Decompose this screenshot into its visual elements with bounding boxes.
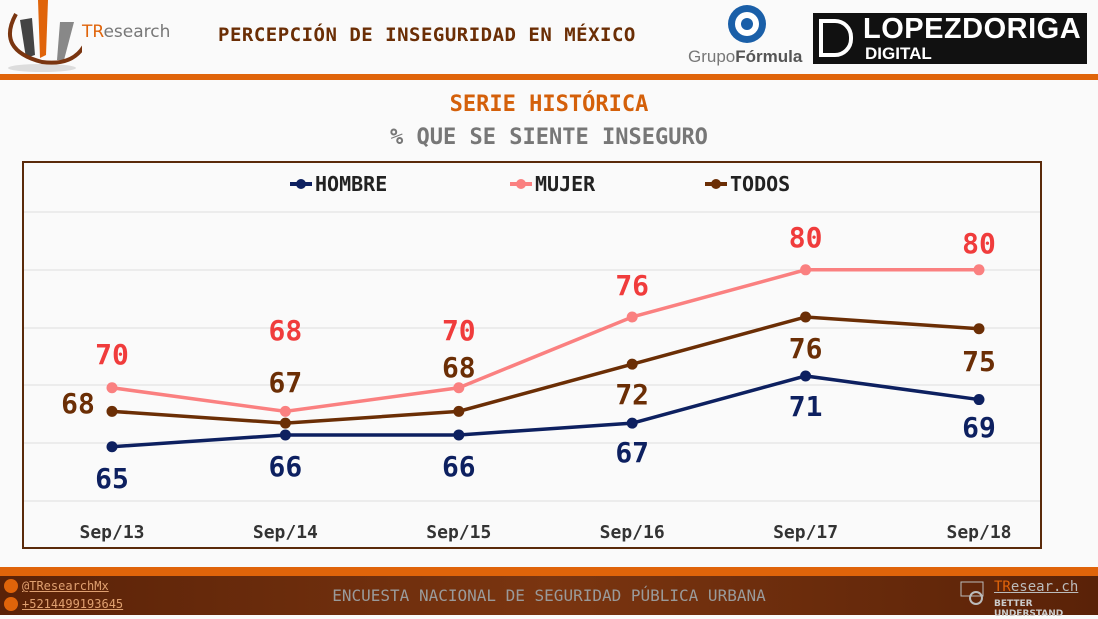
- series-line-hombre: [111, 374, 980, 449]
- data-point: [973, 323, 985, 335]
- data-point: [106, 405, 118, 417]
- partner2-line2: DIGITAL: [865, 44, 932, 63]
- data-point: [800, 311, 812, 323]
- data-point: [279, 417, 291, 429]
- x-tick-label: Sep/16: [600, 522, 665, 543]
- x-tick-label: Sep/17: [773, 522, 838, 543]
- data-point: [106, 441, 118, 453]
- data-point: [800, 370, 812, 382]
- data-point: [800, 264, 812, 276]
- partner1-b: Fórmula: [735, 47, 803, 66]
- data-label: 80: [789, 221, 823, 254]
- header-divider: [0, 74, 1098, 80]
- footer-divider: [0, 567, 1098, 576]
- twitter-link[interactable]: @TResearchMx: [22, 579, 109, 593]
- x-tick-label: Sep/14: [253, 522, 318, 543]
- data-label: 70: [95, 338, 129, 371]
- data-point: [453, 405, 465, 417]
- x-tick-label: Sep/18: [946, 522, 1011, 543]
- site-suffix: esear.ch: [1010, 579, 1079, 595]
- data-point: [973, 394, 985, 406]
- tagline: BETTER UNDERSTAND: [994, 599, 1064, 619]
- legend-marker: [296, 179, 306, 189]
- partner2-line1: LOPEZDORIGA: [863, 13, 1082, 45]
- lopezdoriga-d-icon: [819, 19, 853, 57]
- legend-marker: [516, 179, 526, 189]
- data-label: 66: [269, 450, 303, 483]
- header: TResearch PERCEPCIÓN DE INSEGURIDAD EN M…: [0, 0, 1098, 74]
- data-point: [626, 417, 638, 429]
- data-label: 67: [269, 366, 303, 399]
- grupo-formula-logo-icon: [728, 5, 766, 43]
- data-label: 75: [962, 345, 996, 378]
- site-prefix: TR: [994, 579, 1011, 595]
- lopezdoriga-logo: LOPEZDORIGA DIGITAL: [813, 13, 1087, 64]
- legend-label: HOMBRE: [315, 172, 387, 196]
- data-point: [279, 429, 291, 441]
- legend-label: MUJER: [535, 172, 596, 196]
- data-label: 70: [442, 314, 476, 347]
- data-point: [106, 382, 118, 394]
- data-label: 76: [615, 269, 649, 302]
- whatsapp-icon: [4, 597, 18, 611]
- data-label: 68: [442, 351, 476, 384]
- legend-marker: [711, 179, 721, 189]
- grupo-formula-logo: GrupoFórmula: [688, 48, 802, 65]
- data-label: 69: [962, 411, 996, 444]
- twitter-icon: [4, 579, 18, 593]
- chart-frame: [22, 161, 1042, 549]
- x-tick-label: Sep/13: [79, 522, 144, 543]
- website-link[interactable]: TResear.ch: [994, 579, 1078, 595]
- data-label: 65: [95, 462, 129, 495]
- chart-title: SERIE HISTÓRICA: [449, 92, 649, 117]
- brand-name: TResearch: [82, 22, 170, 42]
- data-point: [626, 358, 638, 370]
- phone-link[interactable]: +5214499193645: [22, 597, 124, 611]
- partner1-a: Grupo: [688, 47, 736, 66]
- footer: @TResearchMx +5214499193645 ENCUESTA NAC…: [0, 576, 1098, 619]
- web-icon: [960, 581, 984, 605]
- series-line-mujer: [111, 268, 979, 414]
- data-label: 68: [269, 314, 303, 347]
- data-label: 80: [962, 227, 996, 260]
- brand-prefix: TR: [82, 22, 104, 42]
- data-point: [626, 311, 638, 323]
- data-label: 76: [789, 332, 823, 365]
- data-label: 66: [442, 450, 476, 483]
- chart-subtitle: % QUE SE SIENTE INSEGURO: [390, 125, 708, 150]
- tresearch-logo-icon: [8, 0, 82, 72]
- data-label: 71: [789, 390, 823, 423]
- data-label: 68: [61, 387, 95, 420]
- series-line-todos: [111, 315, 980, 425]
- legend-label: TODOS: [730, 172, 790, 196]
- data-point: [453, 429, 465, 441]
- data-label: 72: [615, 378, 649, 411]
- footer-title: ENCUESTA NACIONAL DE SEGURIDAD PÚBLICA U…: [332, 586, 766, 605]
- data-point: [453, 382, 465, 394]
- brand-suffix: esearch: [103, 22, 171, 42]
- x-tick-label: Sep/15: [426, 522, 491, 543]
- data-point: [973, 264, 985, 276]
- data-label: 67: [615, 436, 649, 469]
- header-title: PERCEPCIÓN DE INSEGURIDAD EN MÉXICO: [218, 24, 636, 46]
- data-point: [279, 405, 291, 417]
